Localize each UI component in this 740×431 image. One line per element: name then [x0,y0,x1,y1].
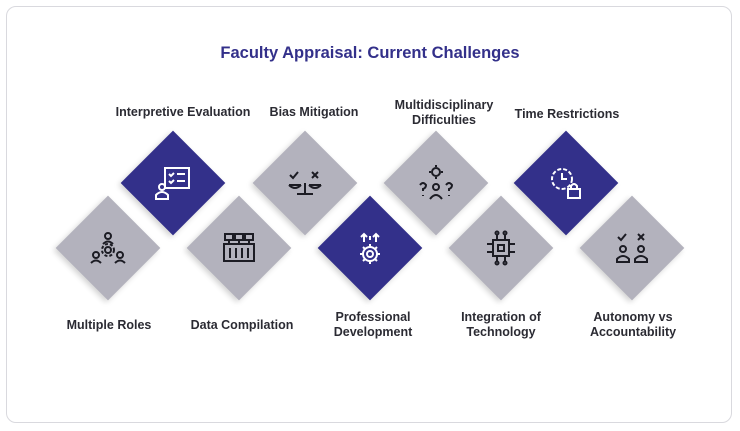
label-multiple-roles: Multiple Roles [66,318,152,332]
label-data-compilation: Data Compilation [190,318,294,332]
label-multidisciplinary-difficulties: Multidisciplinary Difficulties [394,98,494,127]
label-integration-of-technology: Integration of Technology [461,310,541,339]
presentation-checklist-icon [153,163,193,203]
label-autonomy-vs-accountability: Autonomy vs Accountability [589,310,677,339]
page-title: Faculty Appraisal: Current Challenges [220,44,520,62]
label-professional-development: Professional Development [333,310,413,339]
label-interpretive-evaluation: Interpretive Evaluation [115,105,251,119]
balance-scale-icon [285,163,325,203]
data-compilation-icon [219,228,259,268]
gear-question-person-icon [416,163,456,203]
label-time-restrictions: Time Restrictions [514,107,620,121]
people-check-cross-icon [612,228,652,268]
label-bias-mitigation: Bias Mitigation [269,105,359,119]
multiple-roles-icon [88,228,128,268]
chip-icon [481,228,521,268]
gear-growth-icon [350,228,390,268]
clock-lock-icon [546,163,586,203]
